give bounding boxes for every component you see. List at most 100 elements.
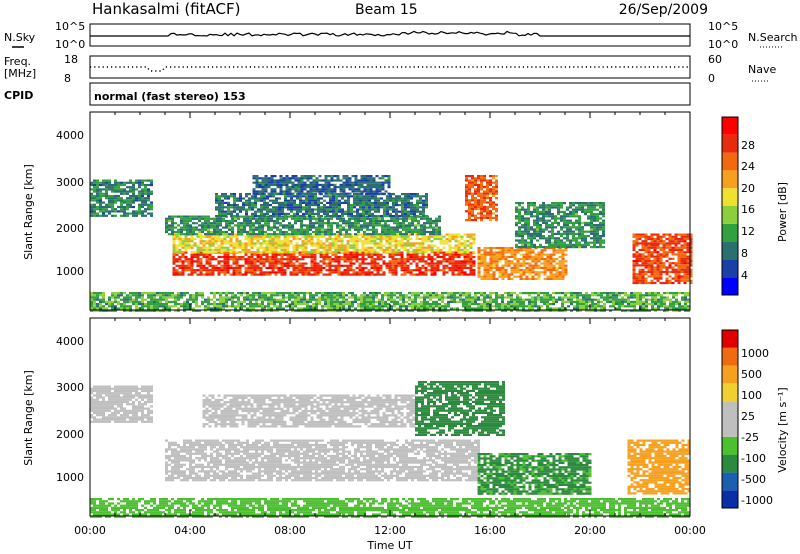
power-cell <box>108 210 111 213</box>
power-cell <box>510 271 514 274</box>
power-cell <box>290 199 293 202</box>
power-cell <box>254 210 257 213</box>
power-cell <box>354 222 357 225</box>
power-cell <box>288 226 291 229</box>
power-cell <box>596 202 599 205</box>
power-cell <box>168 226 171 229</box>
power-cell <box>638 242 642 245</box>
power-cell <box>680 248 684 252</box>
power-cell <box>254 197 257 200</box>
power-cell <box>386 197 389 200</box>
power-cell <box>590 241 593 244</box>
power-cell <box>561 275 565 278</box>
power-cell <box>126 298 129 301</box>
power-cell <box>271 246 275 249</box>
power-cell <box>298 266 302 270</box>
power-cell <box>257 215 260 218</box>
power-cell <box>566 237 569 240</box>
power-cell <box>343 273 347 276</box>
power-cell <box>543 273 547 276</box>
power-cell <box>504 260 508 263</box>
power-cell <box>465 175 468 178</box>
power-cell <box>483 275 487 278</box>
power-cell <box>331 246 335 249</box>
power-cell <box>317 197 320 200</box>
power-cell <box>254 199 257 202</box>
power-cell <box>423 226 426 229</box>
power-cell <box>419 206 422 209</box>
power-cell <box>172 255 176 259</box>
power-cell <box>251 215 254 218</box>
power-cell <box>575 243 578 246</box>
power-cell <box>323 206 326 209</box>
power-cell <box>299 195 302 198</box>
power-cell <box>395 210 398 213</box>
power-cell <box>276 217 279 220</box>
power-cell <box>204 233 207 236</box>
power-cell <box>471 183 474 186</box>
power-cell <box>683 235 687 238</box>
power-cell <box>318 217 321 220</box>
power-cell <box>650 251 654 254</box>
power-cell <box>304 251 308 254</box>
cpid-panel <box>89 82 691 106</box>
power-cell <box>319 271 323 274</box>
power-cell <box>409 242 413 245</box>
power-cell <box>423 217 426 220</box>
power-cell <box>507 273 511 276</box>
power-cell <box>120 188 123 191</box>
power-cell <box>524 213 527 216</box>
power-cell <box>430 273 434 276</box>
power-cell <box>141 188 144 191</box>
power-cell <box>486 264 490 267</box>
power-cell <box>417 233 420 236</box>
power-cell <box>266 206 269 209</box>
power-cell <box>445 271 449 274</box>
power-cell <box>308 208 311 211</box>
power-cell <box>416 195 419 198</box>
power-cell <box>483 208 486 211</box>
power-cell <box>394 264 398 267</box>
power-cell <box>150 212 153 215</box>
power-cell <box>394 246 398 249</box>
power-cell <box>322 258 326 261</box>
power-cell <box>405 230 408 234</box>
power-cell <box>448 260 452 263</box>
power-cell <box>358 273 362 276</box>
power-cell <box>353 199 356 202</box>
power-cell <box>227 197 230 200</box>
power-cell <box>327 230 330 234</box>
power-cell <box>289 258 293 261</box>
power-cell <box>201 215 204 218</box>
power-cell <box>263 215 266 218</box>
power-cell <box>454 251 458 254</box>
power-cell <box>231 226 234 229</box>
power-cell <box>421 271 425 274</box>
power-cell <box>336 175 340 178</box>
power-cell <box>111 210 114 213</box>
power-cell <box>653 255 657 258</box>
power-cell <box>374 199 377 202</box>
power-cell <box>392 201 395 204</box>
power-cell <box>358 251 362 254</box>
power-cell <box>361 273 365 276</box>
power-cell <box>211 237 215 241</box>
power-cell <box>114 296 117 299</box>
power-cell <box>279 222 282 225</box>
power-cell <box>373 273 377 276</box>
power-cell <box>387 192 391 195</box>
power-cell <box>328 269 332 272</box>
power-cell <box>340 237 344 241</box>
power-cell <box>590 224 593 227</box>
power-cell <box>394 237 398 241</box>
power-cell <box>310 266 314 270</box>
power-cell <box>324 186 328 189</box>
power-cell <box>385 246 389 249</box>
power-cell <box>546 262 550 265</box>
power-cell <box>241 242 245 245</box>
power-cell <box>362 215 365 218</box>
power-cell <box>465 219 468 222</box>
power-cell <box>424 271 428 274</box>
power-cell <box>350 195 353 198</box>
power-cell <box>180 230 183 234</box>
